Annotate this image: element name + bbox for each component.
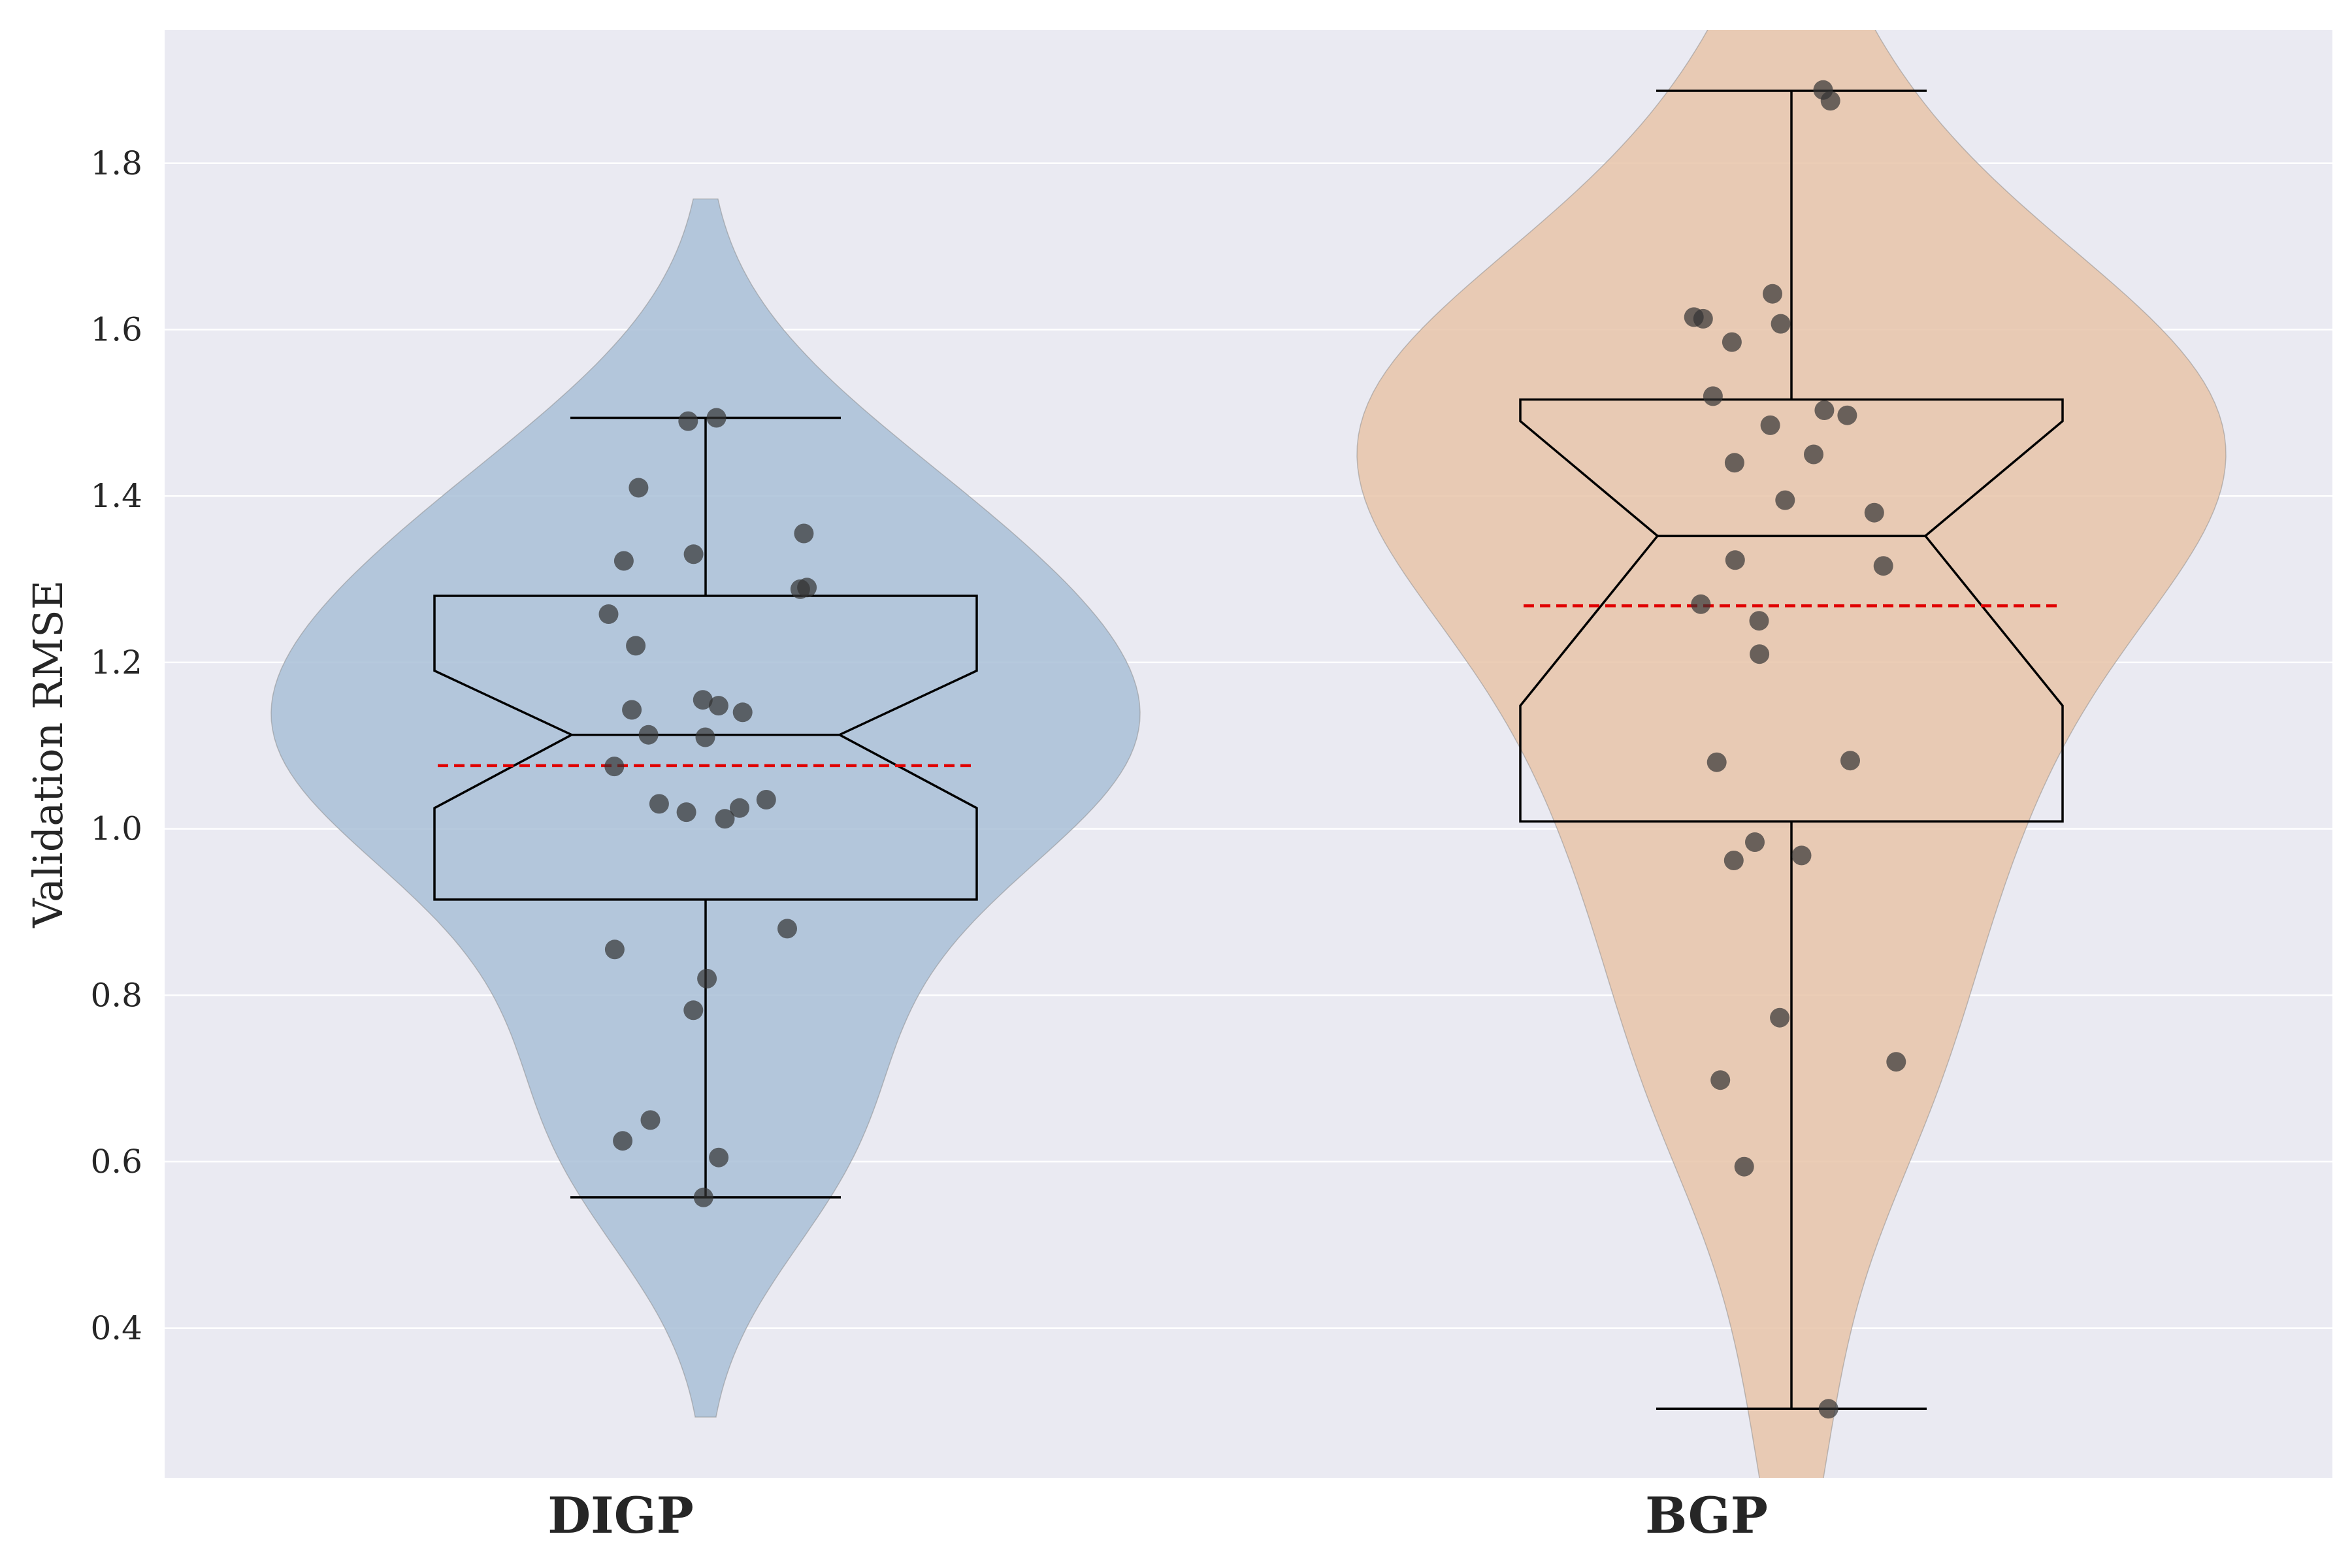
data-point bbox=[1722, 332, 1742, 352]
data-point bbox=[1775, 490, 1795, 510]
data-point bbox=[678, 411, 698, 431]
data-point bbox=[1818, 1399, 1838, 1419]
data-point bbox=[1710, 1070, 1731, 1090]
data-point bbox=[1791, 845, 1812, 866]
data-point bbox=[613, 551, 634, 571]
data-point bbox=[1750, 644, 1770, 664]
data-point bbox=[1725, 550, 1745, 570]
data-point bbox=[1840, 751, 1860, 771]
data-point bbox=[693, 1187, 713, 1207]
data-point bbox=[715, 809, 735, 829]
violin-bgp bbox=[1356, 30, 2227, 1478]
data-point bbox=[649, 794, 669, 814]
data-point bbox=[1886, 1052, 1906, 1072]
data-point bbox=[683, 544, 704, 564]
data-point bbox=[1804, 444, 1823, 465]
data-point bbox=[1813, 80, 1833, 100]
data-point bbox=[622, 700, 642, 720]
data-point bbox=[777, 919, 797, 939]
y-tick-label: 1.4 bbox=[90, 477, 142, 515]
data-point bbox=[730, 798, 749, 818]
y-tick-label: 1.6 bbox=[90, 310, 142, 348]
y-tick-label: 1.8 bbox=[90, 144, 142, 182]
y-axis-title: Validation RMSE bbox=[24, 580, 72, 928]
data-point bbox=[1760, 415, 1780, 435]
y-tick-label: 1.2 bbox=[90, 644, 142, 681]
data-point bbox=[1707, 752, 1727, 772]
data-point bbox=[598, 604, 619, 624]
data-point bbox=[706, 408, 727, 428]
data-point bbox=[1724, 453, 1744, 473]
y-tick-label: 0.4 bbox=[90, 1309, 142, 1347]
data-point bbox=[1691, 594, 1711, 614]
data-point bbox=[613, 1131, 633, 1151]
data-point bbox=[732, 702, 753, 723]
data-point bbox=[794, 523, 814, 544]
data-point bbox=[756, 790, 776, 809]
data-point bbox=[604, 939, 625, 960]
y-tick-label: 1.0 bbox=[90, 810, 142, 848]
data-point bbox=[1771, 314, 1791, 334]
notched-box bbox=[433, 595, 978, 901]
data-point bbox=[1770, 1007, 1790, 1028]
x-category-labels: DIGP BGP bbox=[547, 1486, 1768, 1544]
data-point bbox=[1684, 307, 1704, 327]
notched-box bbox=[1519, 398, 2064, 823]
data-point bbox=[1703, 386, 1723, 406]
data-point bbox=[638, 725, 659, 745]
data-point bbox=[697, 968, 717, 988]
data-point bbox=[797, 578, 817, 598]
data-point bbox=[709, 1147, 729, 1168]
x-category-label-bgp: BGP bbox=[1645, 1486, 1768, 1544]
x-category-label-digp: DIGP bbox=[547, 1486, 694, 1544]
data-point bbox=[1734, 1156, 1754, 1177]
y-tick-labels: 0.4 0.6 0.8 1.0 1.2 1.4 1.6 1.8 bbox=[90, 144, 142, 1347]
data-point bbox=[1763, 284, 1782, 304]
violins bbox=[270, 30, 2227, 1478]
data-point bbox=[604, 757, 625, 777]
data-point bbox=[708, 696, 728, 716]
y-tick-label: 0.6 bbox=[90, 1143, 142, 1181]
data-point bbox=[1837, 405, 1857, 425]
data-point bbox=[693, 690, 713, 710]
data-point bbox=[1723, 851, 1744, 870]
data-point bbox=[640, 1110, 661, 1130]
violin-digp bbox=[270, 198, 1141, 1418]
y-tick-label: 0.8 bbox=[90, 976, 142, 1014]
data-point bbox=[695, 727, 715, 747]
data-point bbox=[626, 636, 646, 656]
data-point bbox=[676, 802, 696, 823]
data-point bbox=[1745, 832, 1765, 852]
data-point bbox=[1749, 611, 1769, 631]
data-point bbox=[1864, 502, 1884, 523]
box-plots bbox=[433, 90, 2064, 1411]
data-point bbox=[1873, 556, 1893, 576]
data-point bbox=[629, 478, 649, 498]
data-point bbox=[1814, 400, 1835, 420]
data-point bbox=[683, 1000, 704, 1021]
data-points bbox=[598, 80, 1906, 1419]
